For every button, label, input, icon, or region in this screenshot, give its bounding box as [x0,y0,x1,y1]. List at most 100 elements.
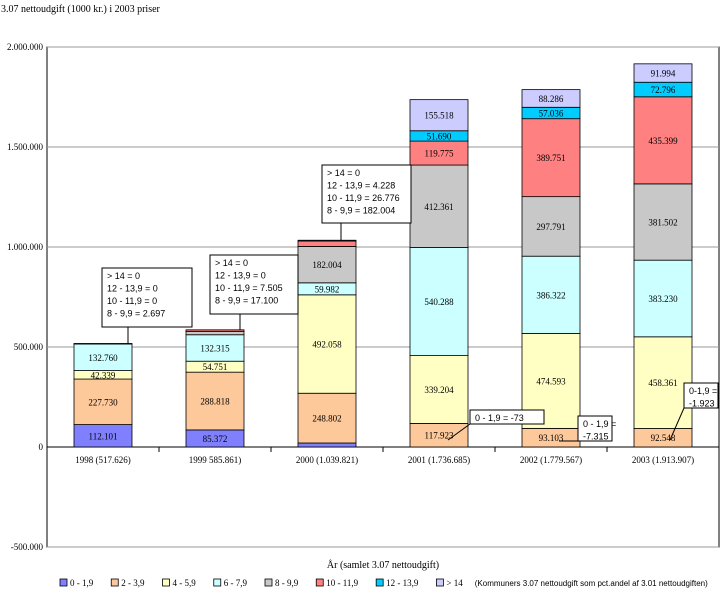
x-axis-labels: 1998 (517.626) 1999 585.861) 2000 (1.039.8… [75,447,694,465]
callout-text: 10 - 11,9 = 0 [107,296,157,306]
bar-segment [521,333,581,429]
legend-swatch [213,578,222,587]
legend-swatch [375,578,384,587]
bar-segment [297,442,357,448]
legend-swatch [162,578,170,587]
bars [73,63,693,448]
annotation-callout: > 14 = 0 12 - 13,9 = 4.228 10 - 11,9 = 26.… [321,164,412,240]
annotation-callout: 0-1,9 = -1.923 [669,382,719,441]
data-label: 85.372 [203,434,228,444]
data-label: 474.593 [536,376,566,386]
callout-box [683,382,719,409]
x-tick-label: 2003 (1.913.907) [632,455,694,465]
data-label: 92.548 [651,433,676,443]
legend-label: 10 - 11,9 [326,578,358,588]
data-label: 72.796 [651,85,676,95]
y-tick-label: 0 [39,442,44,452]
legend-swatch [436,578,444,587]
bar-segment [185,329,245,332]
segment-labels: 112.101 227.730 42.339 132.760 85.372 288.818… [88,69,678,444]
data-label: 117.923 [425,431,454,441]
legend-note: (Kommuners 3.07 nettoudgift som pct.ande… [475,579,708,588]
annotation-callout: > 14 = 0 12 - 13,9 = 0 10 - 11,9 = 0 8 - 9,… [101,267,193,344]
data-label: 383.230 [648,294,678,304]
bar-segment [633,63,693,83]
data-label: 386.322 [536,290,565,300]
callout-text: 12 - 13,9 = 0 [107,284,158,294]
data-label: 132.315 [200,343,230,353]
y-tick-label: 500.000 [14,342,44,352]
x-tick-label: 2002 (1.779.567) [520,455,582,465]
data-label: 389.751 [536,153,565,163]
annotation-callouts: > 14 = 0 12 - 13,9 = 0 10 - 11,9 = 0 8 - 9,… [101,164,719,442]
legend-swatch [315,578,324,587]
bar-segment [185,330,245,336]
bar-segment [297,239,357,242]
bar-segment [633,96,693,185]
callout-box [469,409,545,425]
callout-text: 0-1,9 = [689,386,717,396]
legend-label: 4 - 5,9 [173,578,197,588]
callout-leader [669,407,685,441]
legend-item: 12 - 13,9 [375,578,419,588]
legend-item: 4 - 5,9 [162,578,197,588]
callout-text: > 14 = 0 [215,258,248,268]
legend-label: 6 - 7,9 [224,578,248,588]
data-label: 248.802 [312,414,341,424]
legend: 0 - 1,9 2 - 3,9 4 - 5,9 6 - 7,9 8 - 9,9 10 - … [59,578,708,588]
data-label: 88.286 [539,94,564,104]
callout-box [321,164,412,224]
callout-text: -1.923 [689,399,715,409]
data-label: 492.058 [312,340,342,350]
bar-segment [297,392,357,444]
data-label: 112.101 [89,431,118,441]
callout-box [209,254,299,315]
bar-segment [633,336,693,429]
data-label: 412.361 [424,202,453,212]
data-label: 51.690 [427,131,452,141]
bar-segment [185,334,245,362]
x-tick-label: 2000 (1.039.821) [296,455,358,465]
callout-text: -7.315 [583,432,609,442]
annotation-callout: 0 - 1,9 = -7.315 [559,415,616,442]
y-axis-ticks: -500.000 0 500.000 1.000.000 1.500.000 2.000.… [7,42,44,552]
legend-swatch [110,578,119,587]
legend-swatch [59,578,68,587]
legend-swatch [264,578,273,587]
callout-box [577,415,613,442]
legend-item: 2 - 3,9 [110,578,145,588]
data-label: 182.004 [312,260,342,270]
bar-segment [409,247,469,356]
bar-segment [409,164,469,248]
legend-label: 12 - 13,9 [386,578,419,588]
legend-item: 6 - 7,9 [213,578,248,588]
y-tick-label: 1.000.000 [7,242,44,252]
data-label: 339.204 [424,385,454,395]
bar-segment [633,259,693,338]
annotation-callout: > 14 = 0 12 - 13,9 = 0 10 - 11,9 = 7.505 8 … [209,254,299,330]
legend-item: 10 - 11,9 [315,578,359,588]
legend-label: 8 - 9,9 [275,578,299,588]
data-label: 288.818 [200,397,230,407]
data-label: 227.730 [88,397,118,407]
bar-segment [521,89,581,108]
legend-item: > 14 [436,578,463,588]
legend-label: 0 - 1,9 [70,578,94,588]
callout-text: > 14 = 0 [327,168,360,178]
callout-text: 0 - 1,9 = [583,419,616,429]
y-tick-label: -500.000 [11,542,44,552]
data-label: 458.361 [648,378,677,388]
callout-text: 8 - 9,9 = 2.697 [107,309,165,319]
data-label: 93.103 [539,433,564,443]
legend-item: 0 - 1,9 [59,578,94,588]
bar-segment [521,255,581,334]
data-label: 91.994 [651,69,676,79]
data-label: 540.288 [424,297,454,307]
y-tick-label: 1.500.000 [7,142,44,152]
bar-segment [409,355,469,424]
data-label: 59.982 [315,284,340,294]
callout-box [101,267,193,328]
data-label: 42.339 [91,370,116,380]
bar-segment [409,99,469,132]
y-tick-label: 2.000.000 [7,42,44,52]
